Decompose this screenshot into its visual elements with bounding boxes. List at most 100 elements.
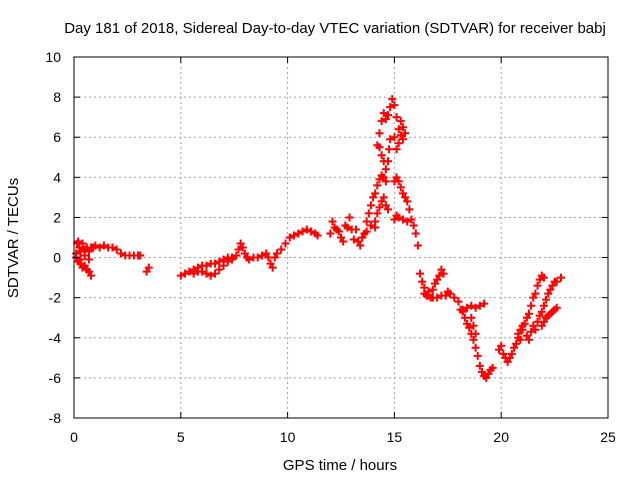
- data-points: [72, 95, 566, 382]
- data-point: [475, 361, 484, 370]
- data-point: [223, 257, 232, 266]
- data-point: [381, 201, 390, 210]
- data-point: [364, 209, 373, 218]
- data-point: [469, 335, 478, 344]
- data-point: [371, 189, 380, 198]
- data-point: [463, 319, 472, 328]
- data-point: [377, 151, 386, 160]
- data-point: [228, 255, 237, 264]
- data-point: [373, 209, 382, 218]
- data-point: [383, 111, 392, 120]
- data-point: [268, 263, 277, 272]
- data-point: [206, 271, 215, 280]
- y-tick-label: 6: [53, 129, 61, 145]
- data-point: [328, 217, 337, 226]
- data-point: [512, 339, 521, 348]
- data-point: [516, 335, 525, 344]
- data-point: [539, 301, 548, 310]
- data-point: [108, 243, 117, 252]
- data-point: [392, 113, 401, 122]
- data-point: [294, 229, 303, 238]
- data-point: [454, 297, 463, 306]
- data-point: [539, 317, 548, 326]
- data-point: [394, 139, 403, 148]
- data-point: [76, 255, 85, 264]
- data-point: [537, 321, 546, 330]
- data-point: [544, 289, 553, 298]
- data-point: [215, 265, 224, 274]
- data-point: [428, 285, 437, 294]
- tick-labels: 0 5 10 15 20 25 -8 -6 -4 -2 0 2 4 6 8 10: [45, 49, 616, 445]
- data-point: [403, 217, 412, 226]
- data-point: [383, 205, 392, 214]
- data-point: [369, 193, 378, 202]
- data-point: [398, 215, 407, 224]
- data-point: [482, 373, 491, 382]
- data-point: [270, 253, 279, 262]
- data-point: [358, 233, 367, 242]
- data-point: [383, 157, 392, 166]
- data-point: [529, 293, 538, 302]
- data-point: [189, 269, 198, 278]
- data-point: [557, 273, 566, 282]
- data-point: [202, 261, 211, 270]
- data-point: [356, 241, 365, 250]
- data-point: [87, 271, 96, 280]
- data-point: [396, 183, 405, 192]
- data-point: [298, 227, 307, 236]
- data-point: [413, 241, 422, 250]
- data-point: [313, 231, 322, 240]
- data-point: [529, 321, 538, 330]
- data-point: [232, 251, 241, 260]
- data-point: [379, 109, 388, 118]
- data-point: [390, 133, 399, 142]
- data-point: [381, 115, 390, 124]
- data-point: [307, 227, 316, 236]
- data-point: [362, 217, 371, 226]
- data-point: [398, 189, 407, 198]
- data-point: [198, 267, 207, 276]
- data-point: [375, 203, 384, 212]
- data-point: [285, 233, 294, 242]
- data-point: [484, 369, 493, 378]
- data-point: [176, 271, 185, 280]
- data-point: [99, 241, 108, 250]
- data-point: [458, 305, 467, 314]
- data-point: [394, 125, 403, 134]
- data-point: [396, 131, 405, 140]
- data-point: [219, 261, 228, 270]
- data-point: [76, 247, 85, 256]
- data-point: [475, 301, 484, 310]
- data-point: [302, 225, 311, 234]
- data-point: [257, 251, 266, 260]
- data-point: [471, 343, 480, 352]
- data-point: [465, 323, 474, 332]
- data-point: [84, 267, 93, 276]
- data-point: [366, 201, 375, 210]
- data-point: [518, 321, 527, 330]
- data-point: [527, 301, 536, 310]
- data-point: [272, 249, 281, 258]
- data-point: [546, 285, 555, 294]
- data-point: [499, 349, 508, 358]
- data-point: [469, 321, 478, 330]
- data-point: [210, 259, 219, 268]
- x-tick-label: 10: [280, 429, 296, 445]
- data-point: [405, 205, 414, 214]
- data-point: [467, 301, 476, 310]
- data-point: [401, 129, 410, 138]
- data-point: [539, 273, 548, 282]
- data-point: [351, 225, 360, 234]
- data-point: [503, 357, 512, 366]
- data-point: [136, 251, 145, 260]
- data-point: [349, 235, 358, 244]
- data-point: [450, 293, 459, 302]
- data-point: [381, 165, 390, 174]
- data-point: [75, 243, 84, 252]
- data-point: [238, 243, 247, 252]
- data-point: [552, 277, 561, 286]
- y-tick-label: 0: [53, 250, 61, 266]
- data-point: [345, 213, 354, 222]
- data-point: [552, 303, 561, 312]
